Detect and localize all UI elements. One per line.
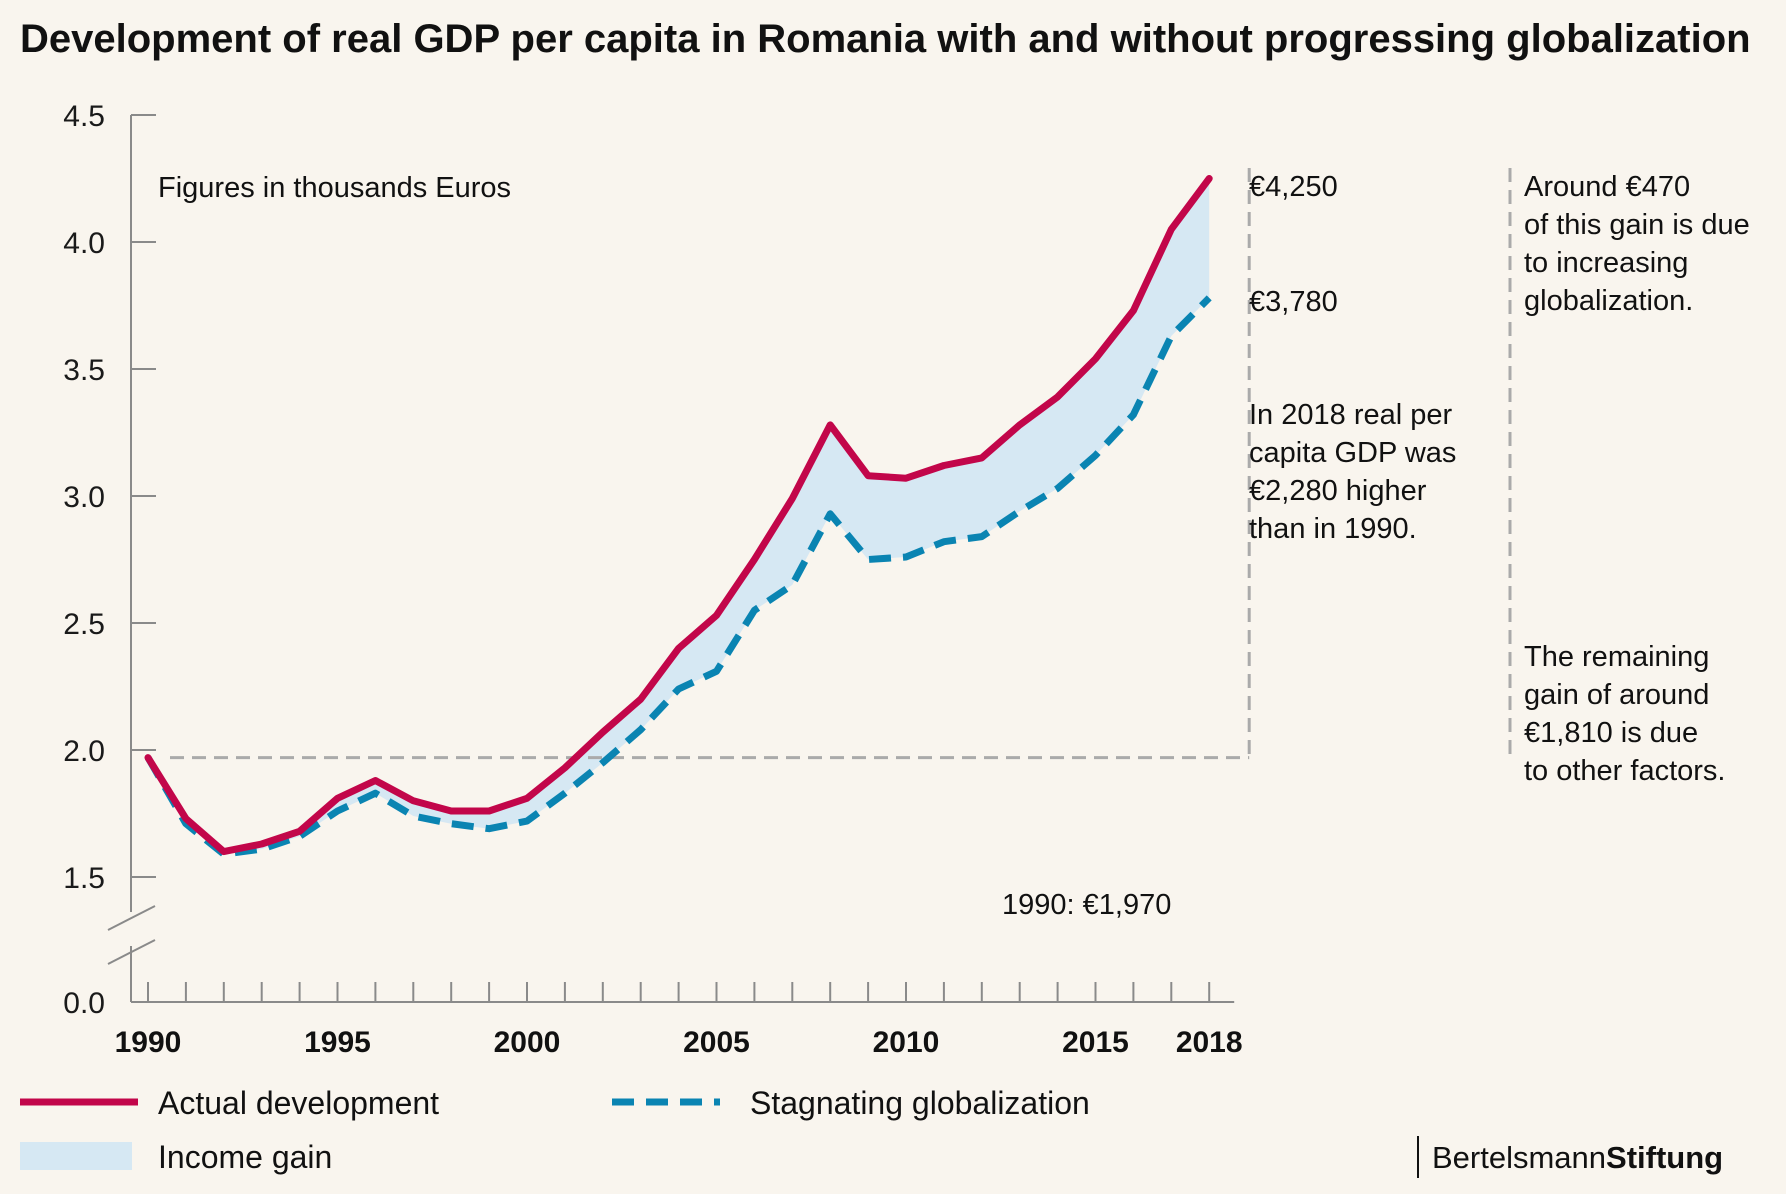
x-tick-label: 2005 [683,1026,750,1059]
units-note: Figures in thousands Euros [158,172,511,204]
y-tick-label: 3.0 [63,481,105,514]
axis-break-mark [107,905,156,931]
axis-break-mark [107,939,156,965]
series-actual-line [144,175,1213,856]
y-tick-label: 4.5 [63,100,105,133]
x-tick-label: 2000 [494,1026,561,1059]
end-value-stagnating: €3,780 [1249,286,1338,318]
gain-annotation: In 2018 real per capita GDP was €2,280 h… [1249,399,1464,545]
x-tick-label: 1995 [304,1026,371,1059]
legend: Actual development Stagnating globalizat… [20,1085,1090,1175]
y-tick-label: 1.5 [63,862,105,895]
income-gain-area [148,178,1210,855]
x-tick-label: 1990 [115,1026,182,1059]
baseline-label: 1990: €1,970 [1002,889,1171,921]
chart-title: Development of real GDP per capita in Ro… [20,17,1751,61]
legend-gain-swatch [20,1142,132,1170]
y-tick-label: 4.0 [63,227,105,260]
y-tick-label: 2.5 [63,608,105,641]
end-value-actual: €4,250 [1249,171,1338,203]
legend-actual-label: Actual development [158,1085,439,1121]
x-tick-label: 2010 [873,1026,940,1059]
x-tick-label: 2018 [1176,1026,1243,1059]
legend-stagnating-label: Stagnating globalization [750,1085,1090,1121]
plot-area: 0.0 1.5 2.0 2.5 3.0 3.5 4.0 4.5 1990 1995 2000 2005… [63,100,1512,1059]
y-tick-label: 0.0 [63,987,105,1020]
legend-gain-label: Income gain [158,1139,332,1175]
other-factors-annotation: The remaining gain of around €1,810 is d… [1524,641,1726,787]
y-tick-label: 3.5 [63,354,105,387]
brand-logo: BertelsmannStiftung [1417,1136,1723,1178]
x-tick-label: 2015 [1062,1026,1129,1059]
brand-name: BertelsmannStiftung [1432,1140,1723,1175]
series-stagnating-line [144,295,1212,858]
globalization-share-annotation: Around €470 of this gain is due to incre… [1524,171,1758,317]
y-tick-label: 2.0 [63,735,105,768]
